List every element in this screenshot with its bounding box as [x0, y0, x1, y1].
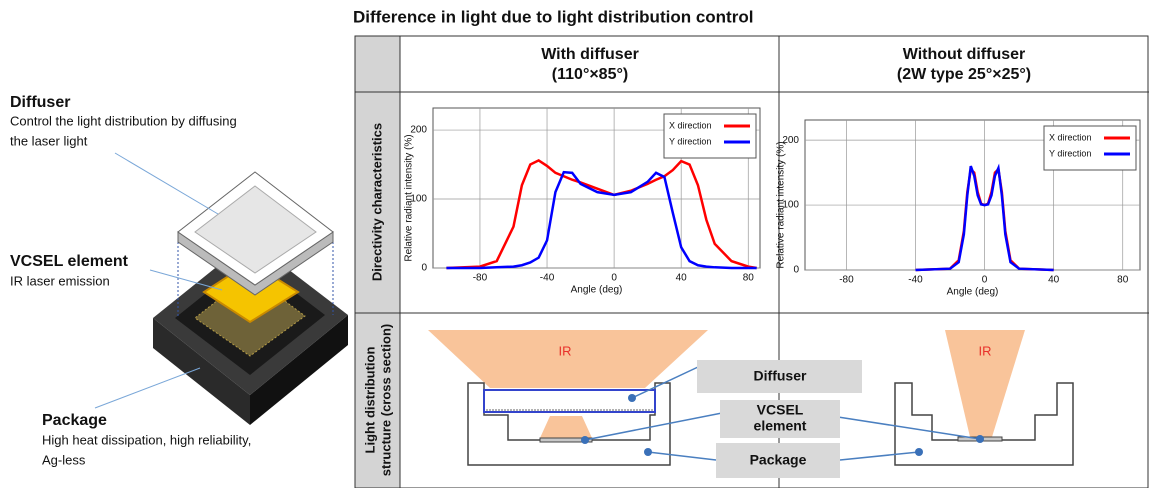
x-axis-label: Angle (deg)	[571, 285, 623, 296]
diffuser-surface	[194, 185, 317, 274]
callout-text: Ag-less	[42, 452, 86, 467]
connector	[631, 366, 699, 399]
callout-text: IR laser emission	[10, 273, 110, 288]
column-header: With diffuser	[541, 46, 639, 63]
x-tick-label: -40	[908, 275, 923, 286]
dot	[644, 448, 652, 456]
x-tick-label: -80	[473, 273, 488, 284]
leader-line	[149, 269, 223, 291]
part-box	[697, 360, 862, 393]
connectors	[584, 366, 981, 461]
x-tick-label: 0	[982, 275, 988, 286]
x-axis-label: Angle (deg)	[947, 287, 999, 298]
row-label-column	[355, 36, 400, 488]
part-box	[720, 400, 840, 438]
dot	[976, 435, 984, 443]
column-header: Without diffuser	[903, 46, 1026, 63]
leader-line	[94, 367, 201, 409]
x-tick-label: -80	[839, 275, 854, 286]
y-axis-label: Relative radiant intensity (%)	[404, 134, 415, 261]
y-tick-label: 200	[782, 135, 799, 146]
connector	[584, 412, 723, 441]
x-tick-label: 0	[611, 273, 617, 284]
dot	[915, 448, 923, 456]
connector-dots	[581, 394, 984, 456]
part-label: VCSEL	[757, 402, 804, 418]
chart: -80 -40 0 40 80 0 100 200 Angle (deg) Relative ra…	[404, 107, 761, 296]
connector	[837, 416, 981, 440]
y-tick-label: 200	[410, 125, 427, 136]
callout-title: VCSEL element	[10, 253, 129, 270]
callout-text: High heat dissipation, high reliability,	[42, 432, 251, 447]
y-tick-label: 0	[793, 265, 799, 276]
y-tick-label: 0	[421, 263, 427, 274]
beam-label: IR	[979, 343, 992, 358]
part-label: Diffuser	[754, 368, 807, 384]
x-tick-label: -40	[540, 273, 555, 284]
x-tick-label: 40	[1048, 275, 1060, 286]
ir-beam	[428, 330, 708, 388]
legend-label: X direction	[669, 120, 712, 130]
connector	[647, 451, 717, 461]
x-tick-label: 80	[743, 273, 755, 284]
callout-title: Package	[42, 412, 107, 429]
callout-text: Control the light distribution by diffus…	[10, 113, 237, 128]
legend-label: X direction	[1049, 132, 1092, 142]
x-tick-label: 40	[676, 273, 688, 284]
column-header: (2W type 25°×25°)	[897, 66, 1031, 83]
y-tick-label: 100	[782, 200, 799, 211]
cross-section-left	[428, 330, 708, 466]
y-tick-label: 100	[410, 194, 427, 205]
ir-beam	[945, 330, 1025, 437]
legend-box	[1043, 125, 1137, 171]
y-axis-label: Relative radiant intensity (%)	[776, 141, 787, 268]
ir-beam	[540, 416, 592, 438]
part-label: Package	[750, 452, 807, 468]
part-label: element	[754, 418, 807, 434]
part-box	[716, 443, 840, 478]
package-outline	[467, 382, 671, 466]
package-side	[153, 318, 250, 425]
callout-title: Diffuser	[10, 94, 70, 111]
x-tick-label: 80	[1117, 275, 1129, 286]
dot	[581, 436, 589, 444]
row-label: Directivity characteristics	[369, 123, 384, 281]
column-header: (110°×85°)	[552, 66, 628, 83]
legend-box	[663, 113, 757, 159]
connector	[839, 451, 920, 461]
dot	[628, 394, 636, 402]
legend-label: Y direction	[669, 136, 711, 146]
table-border	[354, 35, 1149, 488]
callout-text: the laser light	[10, 133, 88, 148]
legend-label: Y direction	[1049, 148, 1091, 158]
row-label: Light distribution	[362, 347, 377, 454]
package-outline	[894, 382, 1074, 466]
vcsel	[539, 437, 593, 443]
figure-title: Difference in light due to light distrib…	[353, 7, 753, 26]
chart: -80 -40 0 40 80 0 100 200 Angle (deg) Relative ra…	[776, 119, 1141, 298]
illustration	[94, 152, 348, 425]
diffuser	[483, 389, 656, 413]
package-side	[250, 315, 348, 425]
series-line	[446, 170, 757, 270]
beam-label: IR	[559, 343, 572, 358]
series-line	[915, 163, 1054, 272]
row-label: structure (cross section)	[378, 324, 393, 476]
leader-line	[114, 152, 219, 215]
